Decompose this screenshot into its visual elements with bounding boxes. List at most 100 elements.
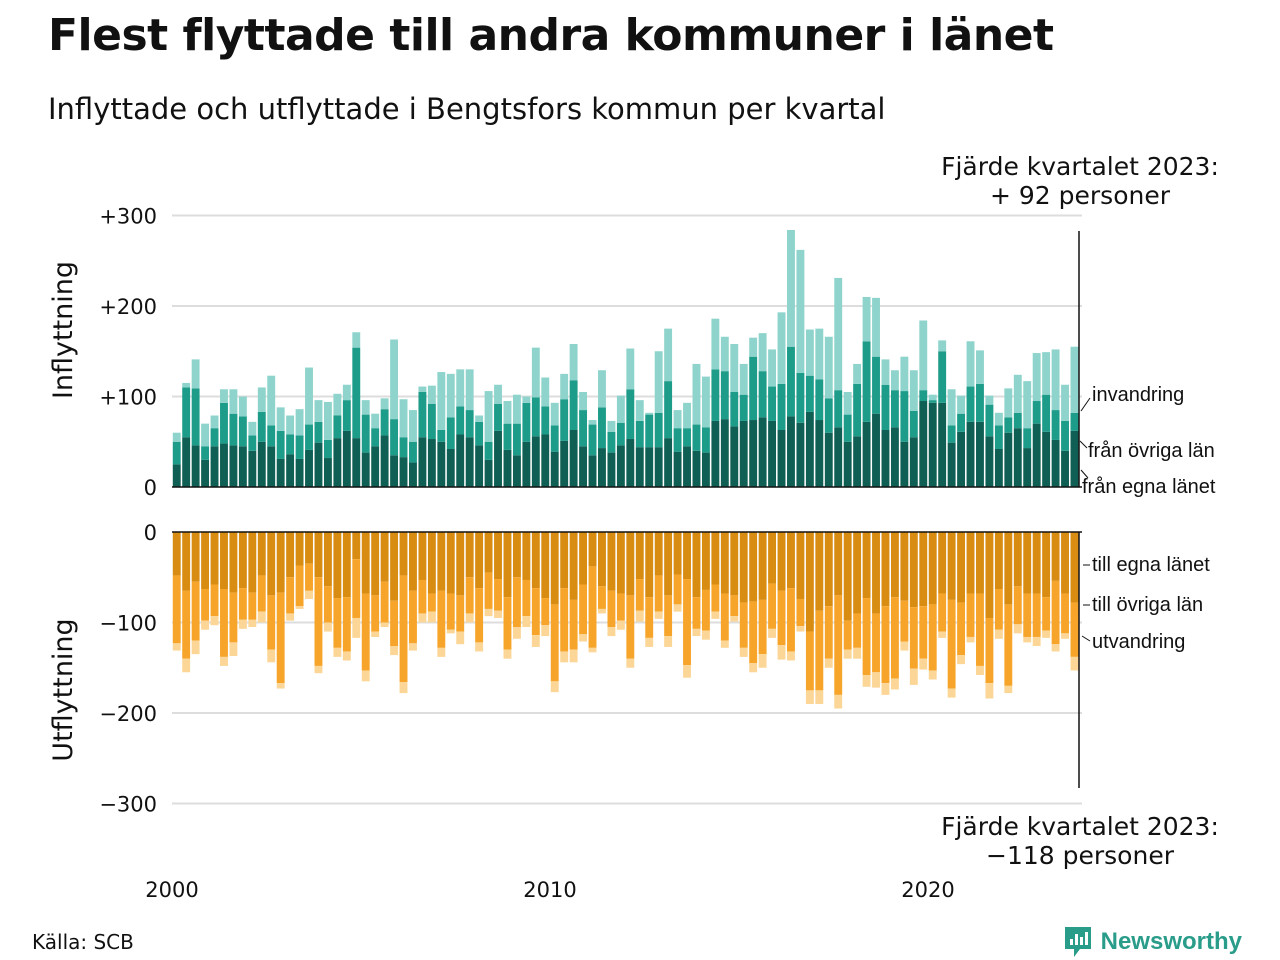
bar-utflyttning-s0-q37 <box>522 532 531 580</box>
bar-utflyttning-s0-q84 <box>966 532 975 594</box>
bar-inflyttning-s1-q77 <box>900 391 909 442</box>
bar-inflyttning-s1-q61 <box>749 356 758 421</box>
bar-inflyttning-s1-q83 <box>957 413 966 432</box>
bar-utflyttning-s1-q74 <box>872 613 880 673</box>
bar-inflyttning-s2-q89 <box>1013 374 1022 413</box>
bar-inflyttning-s0-q67 <box>805 411 814 487</box>
bar-inflyttning-s2-q92 <box>1042 352 1051 395</box>
bar-utflyttning-s0-q86 <box>985 532 994 618</box>
bar-inflyttning-s2-q56 <box>701 376 710 428</box>
leader-fran-ovriga-lan <box>1079 440 1088 449</box>
bar-utflyttning-s2-q31 <box>465 613 474 623</box>
bar-utflyttning-s2-q45 <box>598 608 606 614</box>
bar-inflyttning-s2-q65 <box>787 229 795 347</box>
bar-inflyttning-s0-q78 <box>909 437 918 487</box>
bar-inflyttning-s1-q20 <box>361 414 370 453</box>
bar-utflyttning-s0-q83 <box>957 532 966 603</box>
bar-utflyttning-s2-q2 <box>191 640 200 655</box>
bar-utflyttning-s1-q36 <box>512 577 521 628</box>
bar-utflyttning-s1-q41 <box>560 588 569 652</box>
bar-inflyttning-s2-q59 <box>730 344 739 392</box>
bar-utflyttning-s1-q31 <box>465 577 474 614</box>
label-fran-ovriga-lan: från övriga län <box>1088 440 1215 462</box>
bar-utflyttning-s0-q27 <box>427 532 436 594</box>
bar-inflyttning-s0-q48 <box>626 439 635 487</box>
bar-utflyttning-s0-q94 <box>1061 532 1069 594</box>
bar-inflyttning-s1-q6 <box>229 413 238 446</box>
bar-inflyttning-s2-q14 <box>305 367 313 425</box>
bar-utflyttning-s1-q93 <box>1051 580 1060 645</box>
bar-inflyttning-s0-q29 <box>446 448 455 487</box>
bar-inflyttning-s2-q23 <box>390 339 399 420</box>
bar-utflyttning-s2-q69 <box>824 658 833 668</box>
bar-inflyttning-s2-q9 <box>257 387 266 412</box>
bar-inflyttning-s0-q28 <box>437 441 446 487</box>
bar-inflyttning-s2-q94 <box>1061 384 1069 421</box>
bar-inflyttning-s0-q61 <box>749 420 758 487</box>
bar-inflyttning-s2-q74 <box>872 297 880 357</box>
bar-utflyttning-s0-q1 <box>182 532 191 591</box>
bar-inflyttning-s2-q41 <box>560 373 569 400</box>
bar-utflyttning-s2-q0 <box>172 643 181 651</box>
bar-inflyttning-s0-q33 <box>484 459 493 487</box>
bar-inflyttning-s0-q50 <box>645 447 654 487</box>
annotation-in-line1: Fjärde kvartalet 2023: <box>941 152 1219 181</box>
bar-utflyttning-s0-q64 <box>777 532 786 591</box>
bar-utflyttning-s0-q61 <box>749 532 758 602</box>
bar-utflyttning-s2-q86 <box>985 683 994 699</box>
bar-utflyttning-s2-q3 <box>201 620 210 630</box>
bar-utflyttning-s0-q66 <box>796 532 805 599</box>
bar-utflyttning-s2-q92 <box>1042 630 1051 638</box>
bar-inflyttning-s1-q7 <box>238 416 247 447</box>
bar-utflyttning-s1-q9 <box>257 575 266 612</box>
bar-utflyttning-s0-q95 <box>1070 532 1079 603</box>
bar-inflyttning-s0-q9 <box>257 441 266 487</box>
bar-inflyttning-s0-q85 <box>976 421 984 487</box>
bar-inflyttning-s1-q92 <box>1042 394 1051 432</box>
bar-utflyttning-s1-q0 <box>172 575 181 644</box>
bar-utflyttning-s0-q68 <box>815 532 824 611</box>
bar-inflyttning-s0-q10 <box>267 446 276 487</box>
leader-utvandring <box>1081 635 1091 642</box>
bar-inflyttning-s1-q66 <box>796 372 805 423</box>
bar-inflyttning-s1-q17 <box>333 415 342 439</box>
bar-utflyttning-s1-q55 <box>692 597 701 629</box>
bar-inflyttning-s2-q88 <box>1004 388 1013 418</box>
bar-utflyttning-s2-q70 <box>834 694 843 709</box>
bar-utflyttning-s0-q11 <box>276 532 285 593</box>
bar-inflyttning-s2-q60 <box>739 363 748 395</box>
bar-inflyttning-s1-q67 <box>805 375 814 412</box>
bar-utflyttning-s2-q35 <box>503 649 512 659</box>
bar-inflyttning-s1-q22 <box>380 409 389 436</box>
bar-utflyttning-s0-q26 <box>418 532 427 580</box>
bar-utflyttning-s2-q14 <box>305 590 313 599</box>
bar-inflyttning-s1-q26 <box>418 391 427 438</box>
bar-inflyttning-s1-q29 <box>446 417 455 449</box>
bar-utflyttning-s0-q93 <box>1051 532 1060 581</box>
bar-inflyttning-s0-q69 <box>824 432 833 487</box>
bar-utflyttning-s0-q73 <box>862 532 871 599</box>
bar-inflyttning-s1-q65 <box>787 346 795 417</box>
bar-inflyttning-s1-q59 <box>730 391 739 427</box>
bar-utflyttning-s0-q9 <box>257 532 266 576</box>
bar-utflyttning-s1-q8 <box>248 592 257 620</box>
bar-inflyttning-s2-q50 <box>645 412 654 415</box>
bar-inflyttning-s0-q63 <box>768 420 777 487</box>
bar-utflyttning-s0-q85 <box>976 532 984 594</box>
bar-utflyttning-s1-q61 <box>749 601 758 664</box>
y-tick-utflyttning-0: 0 <box>144 521 157 545</box>
bar-inflyttning-s2-q25 <box>409 410 417 442</box>
annotation-in-line2: + 92 personer <box>990 181 1171 210</box>
bar-utflyttning-s1-q6 <box>229 592 238 643</box>
bar-utflyttning-s2-q46 <box>607 627 616 637</box>
bar-inflyttning-s0-q43 <box>579 446 588 487</box>
bar-inflyttning-s1-q28 <box>437 429 446 442</box>
bar-inflyttning-s1-q15 <box>314 421 323 443</box>
bar-inflyttning-s2-q45 <box>598 370 606 408</box>
bar-inflyttning-s2-q18 <box>342 384 351 401</box>
bar-utflyttning-s2-q71 <box>843 649 852 659</box>
bar-utflyttning-s1-q89 <box>1013 586 1022 625</box>
bar-inflyttning-s0-q37 <box>522 441 531 487</box>
bar-inflyttning-s2-q20 <box>361 400 370 415</box>
